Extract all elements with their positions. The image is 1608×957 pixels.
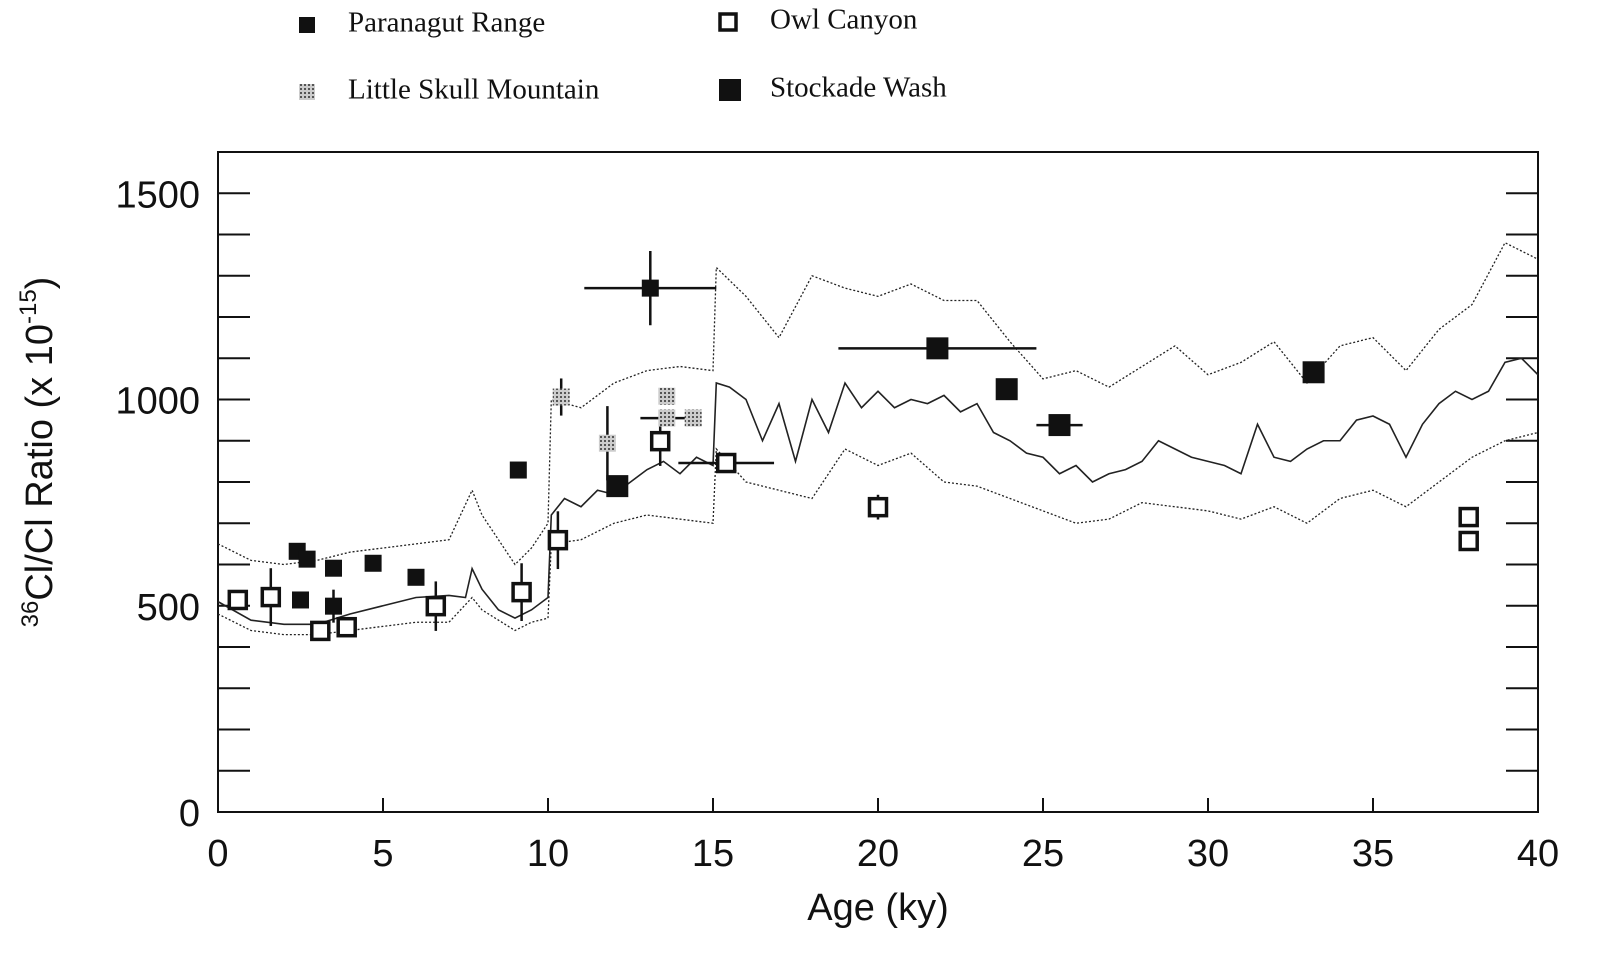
marker	[649, 430, 671, 452]
marker	[325, 597, 342, 615]
marker	[260, 586, 282, 608]
y-label-main: Cl/Cl Ratio (x 10	[19, 324, 61, 601]
plot-frame	[217, 151, 1539, 813]
x-axis-label: Age (ky)	[807, 887, 948, 929]
model-line	[217, 431, 1539, 636]
marker	[1458, 506, 1479, 528]
x-tick-label: 15	[692, 833, 734, 875]
marker	[425, 595, 447, 617]
model-line	[217, 241, 1539, 566]
marker	[227, 589, 249, 611]
y-axis-label: 36Cl/Cl Ratio (x 10-15)	[15, 277, 61, 628]
marker	[641, 279, 659, 297]
marker	[606, 475, 629, 498]
marker	[684, 409, 702, 427]
marker	[658, 387, 676, 405]
y-label-end: )	[19, 277, 61, 290]
legend-marker	[718, 12, 738, 32]
marker	[325, 559, 342, 577]
marker	[292, 591, 309, 609]
legend-marker	[719, 79, 741, 101]
marker	[336, 616, 357, 638]
marker	[298, 550, 316, 568]
y-tick-label: 0	[179, 793, 200, 835]
x-tick-label: 20	[857, 833, 899, 875]
x-tick-label: 5	[372, 833, 393, 875]
legend-label: Paranagut Range	[348, 7, 545, 39]
marker	[310, 620, 331, 642]
x-tick-label: 10	[527, 833, 569, 875]
y-label-sup: 36	[17, 601, 44, 628]
x-tick-label: 30	[1187, 833, 1229, 875]
legend-marker	[299, 17, 315, 33]
y-tick-label: 500	[137, 587, 200, 629]
x-tick-label: 0	[207, 833, 228, 875]
marker	[715, 452, 737, 474]
legend-label: Little Skull Mountain	[348, 74, 600, 106]
marker	[1458, 530, 1479, 552]
marker	[407, 568, 425, 586]
marker	[364, 554, 382, 572]
y-tick-label: 1500	[115, 174, 200, 216]
marker	[1302, 361, 1325, 384]
legend-marker	[299, 84, 315, 100]
x-tick-label: 35	[1352, 833, 1394, 875]
y-tick-label: 1000	[115, 381, 200, 423]
legend-label: Owl Canyon	[770, 4, 918, 36]
y-label-sup: -15	[15, 289, 42, 324]
marker	[867, 496, 889, 518]
marker	[552, 388, 570, 406]
legend-label: Stockade Wash	[770, 72, 947, 104]
x-tick-label: 25	[1022, 833, 1064, 875]
marker	[598, 434, 616, 452]
marker	[1048, 414, 1071, 437]
marker	[995, 378, 1018, 401]
x-tick-label: 40	[1517, 833, 1559, 875]
marker	[658, 409, 676, 427]
marker	[509, 461, 527, 479]
marker	[511, 581, 532, 603]
marker	[926, 337, 949, 360]
marker	[547, 529, 569, 551]
model-line	[217, 357, 1539, 626]
